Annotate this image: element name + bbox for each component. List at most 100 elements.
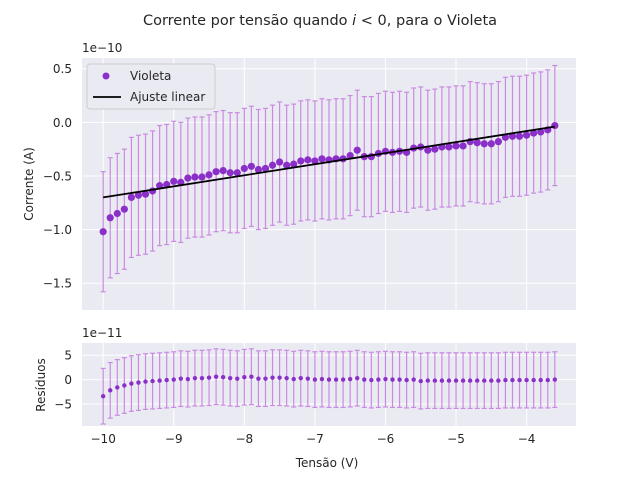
- data-point: [127, 193, 135, 202]
- data-point: [99, 228, 107, 236]
- data-point: [276, 158, 284, 166]
- data-point: [247, 162, 255, 170]
- data-point: [326, 377, 332, 382]
- data-point: [418, 378, 423, 384]
- y-tick-label: 5: [64, 349, 72, 363]
- y-tick-label: −1.5: [43, 277, 72, 291]
- x-tick-label: −6: [377, 432, 395, 446]
- data-point: [143, 379, 148, 384]
- data-point: [459, 142, 467, 150]
- data-point: [517, 377, 522, 383]
- data-point: [304, 156, 312, 164]
- x-tick-label: −5: [447, 432, 465, 446]
- data-point: [531, 377, 536, 383]
- data-point: [353, 146, 361, 154]
- data-point: [312, 377, 318, 382]
- data-point: [333, 377, 339, 382]
- data-point: [538, 377, 543, 383]
- data-point: [191, 173, 199, 181]
- legend-label-violeta: Violeta: [130, 69, 171, 83]
- data-point: [489, 378, 494, 383]
- data-point: [524, 377, 529, 383]
- data-point: [383, 376, 388, 382]
- data-point: [376, 377, 381, 382]
- top-y-axis-label: Corrente (A): [22, 147, 36, 221]
- data-point: [228, 375, 233, 381]
- data-point: [319, 376, 325, 382]
- data-point: [340, 377, 346, 382]
- data-point: [494, 138, 502, 146]
- data-point: [171, 377, 176, 382]
- legend-label-fit: Ajuste linear: [130, 90, 205, 104]
- data-point: [170, 177, 178, 185]
- data-point: [439, 378, 445, 383]
- data-point: [157, 378, 162, 383]
- data-point: [120, 205, 128, 213]
- data-point: [432, 378, 438, 383]
- data-point: [164, 377, 169, 383]
- data-point: [404, 377, 409, 383]
- data-point: [199, 375, 205, 381]
- data-point: [254, 165, 263, 174]
- x-axis-label: Tensão (V): [295, 456, 359, 470]
- data-point: [487, 140, 495, 148]
- fit-line: [103, 125, 555, 199]
- data-point: [184, 174, 192, 182]
- data-point: [290, 160, 298, 168]
- data-point: [305, 376, 311, 381]
- data-point: [551, 121, 559, 130]
- y-tick-label: 0: [64, 373, 72, 387]
- data-point: [523, 131, 531, 139]
- legend: Violeta Ajuste linear: [86, 63, 216, 110]
- data-point: [515, 132, 524, 140]
- bottom-offset-label: 1e−11: [82, 326, 122, 340]
- data-point: [446, 378, 452, 383]
- data-point: [545, 377, 550, 383]
- data-point: [508, 132, 517, 140]
- legend-marker-violeta: [102, 72, 110, 80]
- data-point: [261, 164, 270, 173]
- data-point: [467, 378, 473, 383]
- data-point: [122, 383, 127, 388]
- y-tick-label: −0.5: [43, 169, 72, 183]
- y-tick-label: −1.0: [43, 223, 72, 237]
- data-point: [206, 375, 212, 380]
- data-point: [346, 151, 354, 160]
- chart-title: Corrente por tensão quando i < 0, para o…: [143, 13, 497, 29]
- x-tick-label: −7: [306, 432, 324, 446]
- top-panel: 0.5 0.0 −0.5 −1.0 −1.5: [43, 58, 576, 310]
- data-point: [134, 191, 143, 199]
- data-point: [496, 378, 501, 383]
- data-point: [268, 161, 277, 169]
- data-point: [212, 168, 220, 176]
- data-point: [411, 377, 416, 382]
- data-point: [473, 139, 481, 147]
- data-point: [530, 129, 538, 137]
- data-point: [425, 378, 430, 383]
- data-point: [226, 169, 234, 177]
- data-point: [297, 157, 305, 165]
- data-point: [100, 394, 106, 399]
- x-tick-label: −10: [91, 432, 116, 446]
- data-point: [362, 377, 367, 382]
- data-point: [283, 161, 291, 169]
- y-tick-label: −5: [54, 398, 72, 412]
- data-point: [431, 145, 439, 153]
- data-point: [129, 381, 134, 386]
- x-tick-label: −8: [235, 432, 253, 446]
- data-point: [235, 376, 240, 381]
- data-point: [277, 375, 282, 380]
- top-offset-label: 1e−10: [82, 41, 122, 55]
- data-point: [270, 375, 275, 380]
- data-point: [213, 374, 219, 379]
- data-point: [115, 385, 120, 390]
- data-point: [205, 171, 213, 179]
- data-point: [445, 143, 453, 151]
- data-point: [355, 375, 360, 381]
- data-point: [480, 140, 488, 148]
- x-tick-label: −4: [518, 432, 536, 446]
- data-point: [136, 380, 141, 385]
- data-point: [503, 377, 508, 383]
- data-point: [424, 146, 432, 154]
